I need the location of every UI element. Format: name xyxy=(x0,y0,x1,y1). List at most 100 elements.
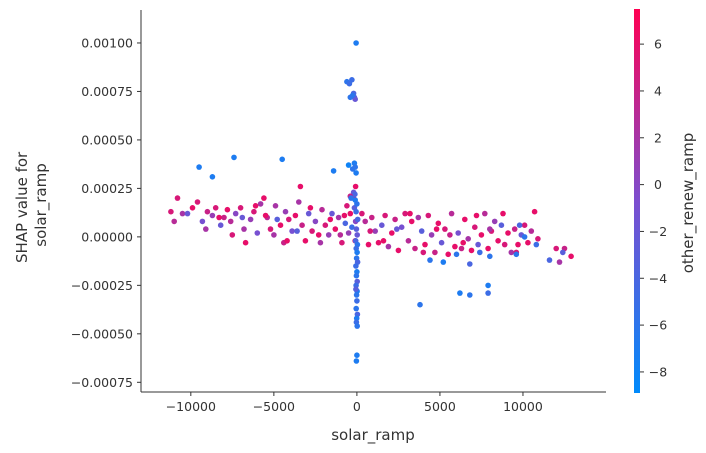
colorbar-tick-label: 2 xyxy=(654,130,662,145)
scatter-point xyxy=(487,226,493,232)
x-tick-label: 10000 xyxy=(503,399,543,414)
axes xyxy=(140,10,606,393)
scatter-point xyxy=(460,239,467,246)
x-tick-label: −5000 xyxy=(253,399,295,414)
scatter-point xyxy=(568,253,574,260)
scatter-point xyxy=(353,226,360,232)
scatter-point xyxy=(452,243,458,250)
scatter-point xyxy=(262,212,269,219)
scatter-point xyxy=(473,212,480,219)
colorbar-ticks: −8 −6 −4 −2 0 2 4 6 xyxy=(640,37,667,379)
scatter-point xyxy=(420,249,427,256)
colorbar-tick-label: 4 xyxy=(654,83,662,98)
scatter-point xyxy=(418,228,425,234)
scatter-point xyxy=(521,234,528,240)
scatter-point xyxy=(179,210,186,217)
scatter-point xyxy=(435,220,442,227)
scatter-point xyxy=(359,210,365,217)
y-axis-title-line-2: solar_ramp xyxy=(32,163,51,247)
scatter-point xyxy=(242,239,249,246)
scatter-point xyxy=(427,257,433,263)
scatter-point xyxy=(209,174,216,180)
scatter-point xyxy=(309,228,315,234)
colorbar-tick-label: −4 xyxy=(649,271,667,286)
scatter-point xyxy=(447,232,453,238)
scatter-point xyxy=(485,282,491,289)
scatter-point xyxy=(365,241,372,248)
scatter-point xyxy=(428,232,435,238)
scatter-point xyxy=(231,154,237,161)
scatter-point xyxy=(453,251,460,258)
scatter-point xyxy=(354,249,360,256)
scatter-point xyxy=(168,208,174,215)
scatter-point xyxy=(372,228,379,234)
scatter-point xyxy=(354,298,360,304)
colorbar-tick-label: −6 xyxy=(649,318,667,333)
scatter-point xyxy=(353,263,359,269)
scatter-point xyxy=(369,214,375,221)
x-ticks: −10000 −5000 0 5000 10000 xyxy=(166,392,543,414)
y-tick-label: −0.00075 xyxy=(71,375,133,390)
scatter-point xyxy=(332,226,339,232)
scatter-point xyxy=(425,212,432,219)
scatter-point xyxy=(505,230,511,236)
scatter-point xyxy=(353,358,360,364)
scatter-point xyxy=(252,203,259,209)
colorbar: −8 −6 −4 −2 0 2 4 6 other_renew_ramp xyxy=(634,9,698,393)
scatter-point xyxy=(531,208,538,215)
scatter-point xyxy=(330,168,337,174)
scatter-points xyxy=(168,40,574,364)
scatter-point xyxy=(261,195,267,201)
scatter-point xyxy=(402,210,408,217)
scatter-point xyxy=(394,226,400,232)
scatter-point xyxy=(353,272,360,279)
scatter-point xyxy=(422,241,428,248)
scatter-point xyxy=(353,286,359,293)
scatter-point xyxy=(302,238,309,244)
y-tick-label: 0.00100 xyxy=(81,35,133,50)
scatter-point xyxy=(352,191,358,197)
scatter-point xyxy=(315,232,322,238)
scatter-point xyxy=(362,218,369,225)
scatter-point xyxy=(445,251,452,258)
scatter-point xyxy=(535,236,541,242)
scatter-point xyxy=(209,212,216,219)
scatter-point xyxy=(477,249,483,256)
scatter-point xyxy=(352,164,359,170)
scatter-point xyxy=(353,305,360,312)
colorbar-tick-label: −8 xyxy=(649,364,667,379)
scatter-point xyxy=(312,218,319,225)
y-tick-label: −0.00050 xyxy=(71,326,133,341)
scatter-point xyxy=(354,352,360,359)
scatter-point xyxy=(465,236,472,242)
scatter-point xyxy=(299,222,305,228)
scatter-point xyxy=(353,170,359,176)
scatter-point xyxy=(528,228,535,234)
scatter-point xyxy=(274,216,281,223)
scatter-point xyxy=(335,214,342,221)
scatter-point xyxy=(501,241,508,248)
scatter-point xyxy=(475,241,481,248)
scatter-point xyxy=(367,228,374,234)
scatter-point xyxy=(212,205,219,211)
y-axis-title-line-1: SHAP value for xyxy=(13,151,31,263)
scatter-point xyxy=(247,216,254,223)
scatter-point xyxy=(495,238,501,244)
scatter-point xyxy=(217,222,224,228)
scatter-point xyxy=(227,218,234,225)
y-tick-label: 0.00025 xyxy=(81,181,133,196)
scatter-point xyxy=(482,210,488,217)
scatter-point xyxy=(380,238,387,244)
scatter-point xyxy=(305,210,312,217)
scatter-point xyxy=(345,162,352,168)
scatter-point xyxy=(297,183,304,190)
scatter-point xyxy=(257,201,264,207)
x-tick-label: 5000 xyxy=(424,399,456,414)
scatter-point xyxy=(221,214,227,221)
scatter-point xyxy=(171,218,177,225)
scatter-point xyxy=(286,216,292,223)
scatter-point xyxy=(322,222,329,228)
y-axis-title: SHAP value for solar_ramp xyxy=(13,147,51,263)
y-tick-label: 0.00050 xyxy=(81,132,133,147)
scatter-point xyxy=(556,259,563,265)
